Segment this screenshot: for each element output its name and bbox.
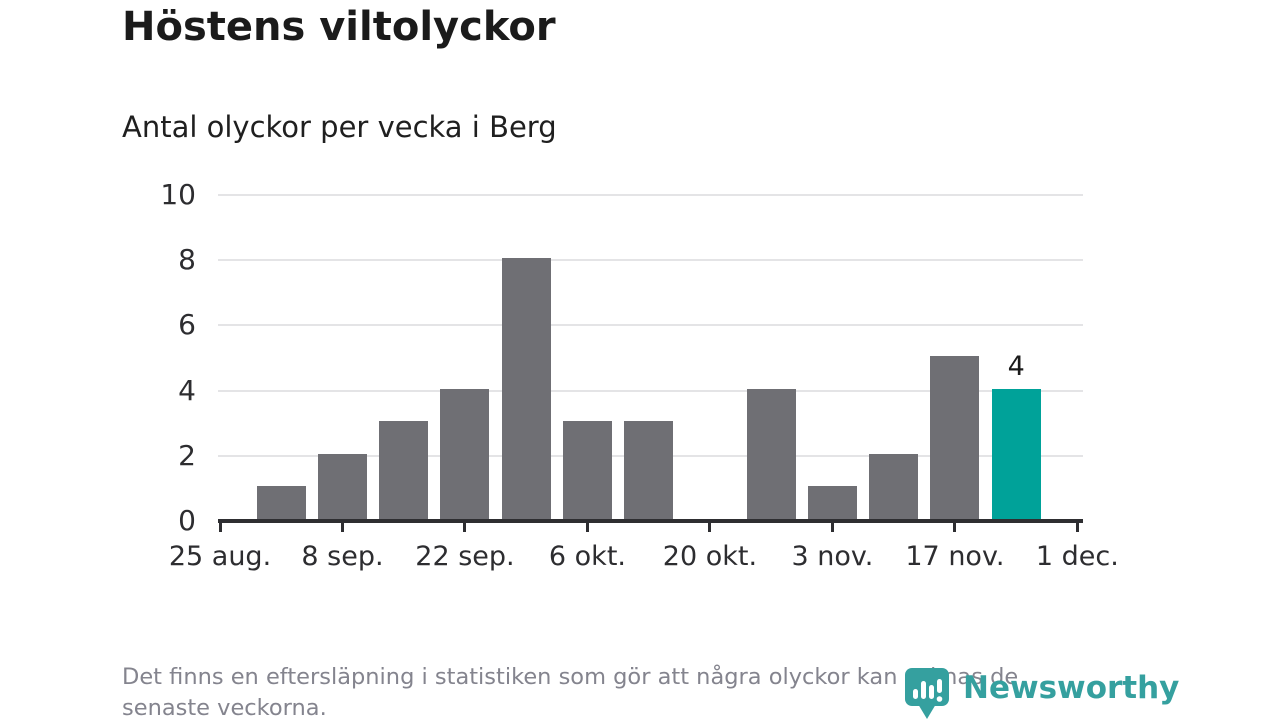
x-axis-tick-label: 17 nov. — [905, 541, 1005, 572]
x-axis-tick-mark — [218, 521, 222, 532]
gridline-y-8 — [218, 259, 1083, 262]
bar-highlighted — [991, 388, 1041, 519]
bar-value-label: 4 — [1007, 350, 1025, 382]
x-axis-line — [218, 519, 1083, 523]
x-axis-tick-label: 6 okt. — [548, 541, 626, 572]
footnote-line-1: Det finns en eftersläpning i statistiken… — [122, 664, 1019, 690]
bar — [562, 421, 612, 519]
x-axis-tick-mark — [708, 521, 712, 532]
chart-title: Höstens viltolyckor — [122, 4, 556, 50]
chart-subtitle: Antal olyckor per vecka i Berg — [122, 110, 557, 144]
x-axis-tick-mark — [340, 521, 344, 532]
x-axis-tick-mark — [830, 521, 834, 532]
bar — [256, 486, 306, 519]
x-axis-tick-mark — [463, 521, 467, 532]
gridline-y-4 — [218, 389, 1083, 392]
x-axis-tick-mark — [585, 521, 589, 532]
newsworthy-logo: Newsworthy — [905, 668, 1179, 720]
y-axis-tick-label: 6 — [178, 308, 196, 342]
x-axis-tick-mark — [1075, 521, 1079, 532]
gridline-y-6 — [218, 324, 1083, 327]
x-axis-tick-label: 25 aug. — [168, 541, 272, 572]
bar — [501, 258, 551, 519]
x-axis-tick-label: 20 okt. — [662, 541, 758, 572]
y-axis-tick-label: 8 — [178, 243, 196, 277]
bar — [317, 453, 367, 519]
y-axis-tick-label: 10 — [160, 178, 196, 211]
newsworthy-chart-bubble-icon — [905, 668, 949, 719]
bar — [930, 356, 980, 519]
x-axis-tick-label: 22 sep. — [415, 541, 515, 572]
bar — [440, 388, 490, 519]
bar — [746, 388, 796, 519]
x-axis-tick-mark — [953, 521, 957, 532]
x-axis-tick-label: 3 nov. — [791, 541, 874, 572]
y-axis-tick-label: 0 — [178, 504, 196, 537]
x-axis-tick-label: 8 sep. — [301, 541, 384, 572]
bar — [869, 453, 919, 519]
gridline-y-10 — [218, 194, 1083, 196]
bar — [624, 421, 674, 519]
footnote: Det finns en eftersläpning i statistiken… — [122, 662, 1152, 724]
footnote-line-2: senaste veckorna. — [122, 695, 327, 721]
bar — [379, 421, 429, 519]
newsworthy-wordmark: Newsworthy — [963, 670, 1180, 706]
bar — [807, 486, 857, 519]
y-axis-tick-label: 2 — [178, 438, 196, 472]
y-axis-tick-label: 4 — [178, 373, 196, 407]
x-axis-tick-label: 1 dec. — [1035, 541, 1119, 572]
